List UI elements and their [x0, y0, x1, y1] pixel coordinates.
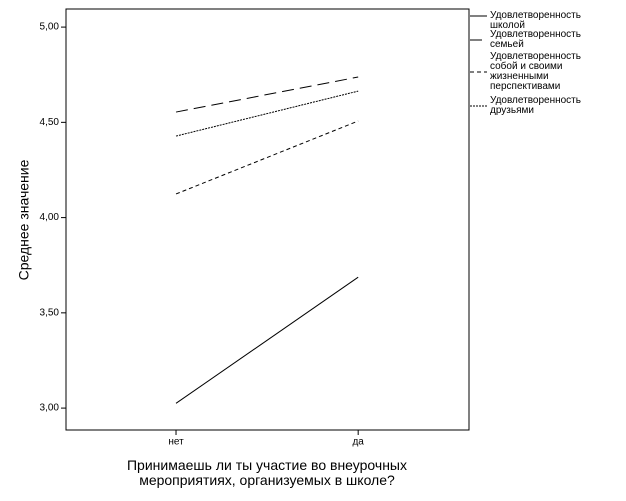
series-line: [175, 90, 359, 137]
y-tick-label: 4,50: [40, 117, 60, 128]
y-tick-label: 5,00: [40, 22, 60, 33]
series-line: [175, 276, 359, 404]
y-tick-label: 3,00: [40, 403, 60, 414]
x-tick-label: нет: [168, 437, 184, 448]
legend-label: Удовлетворенность семьей: [490, 29, 581, 50]
series-line: [175, 76, 359, 113]
plot-frame: [65, 8, 470, 431]
y-tick-label: 3,50: [40, 307, 60, 318]
y-tick-label: 4,00: [40, 212, 60, 223]
x-tick-label: да: [352, 437, 364, 448]
legend-label: Удовлетворенность друзьями: [490, 95, 581, 116]
y-axis-label: Среднее значение: [16, 159, 32, 280]
series-line: [175, 120, 359, 195]
legend-label: Удовлетворенность собой и своими жизненн…: [490, 51, 581, 92]
legend-label: Удовлетворенность школой: [490, 10, 581, 31]
x-axis-label: Принимаешь ли ты участие во внеурочных м…: [126, 457, 407, 488]
